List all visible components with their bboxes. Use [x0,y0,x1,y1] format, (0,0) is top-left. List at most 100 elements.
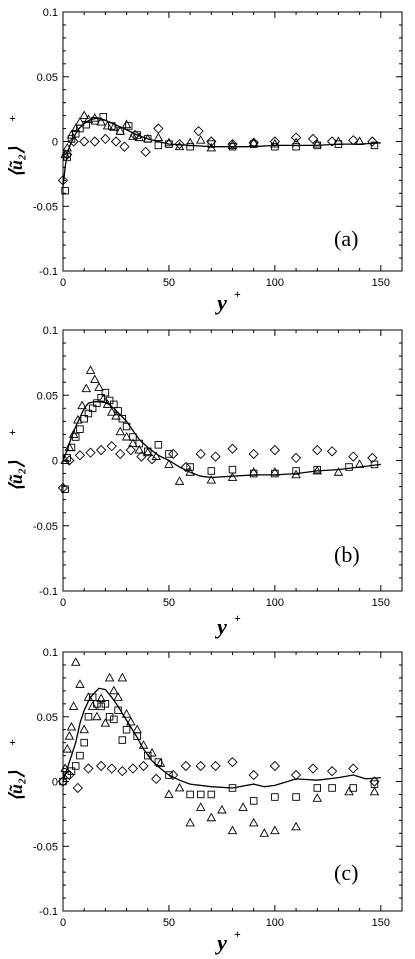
diamond-point-a [326,136,338,147]
triangle-point-b [333,467,344,476]
y-tick-label-a: 0.1 [43,7,58,19]
panel-c: ⟨ũ₂⟩ + y + (c) 0.10.050-0.05-0.10 50 100 15… [6,647,403,955]
square-point-c [84,713,93,721]
square-point-b [110,400,118,409]
triangle-point-c [100,718,111,727]
triangle-point-b [134,444,145,454]
triangle-point-c [92,711,102,721]
diamond-point-a [193,126,204,137]
square-point-c [249,797,258,805]
square-point-a [99,113,108,121]
diamond-point-c [72,782,83,794]
series-line-b [62,401,381,479]
y-axis-label-c: ⟨ũ₂⟩ [6,770,26,801]
square-point-b [84,409,93,418]
triangle-point-b [90,374,100,384]
square-point-c [370,780,379,788]
triangle-point-c [113,692,123,701]
square-point-a [71,129,80,138]
square-point-a [228,142,237,151]
diamond-point-a [57,175,69,186]
square-point-a [207,140,216,148]
x-tick-label-a: 100 [266,277,284,289]
square-point-c [114,706,122,715]
diamond-point-c [180,760,192,772]
square-point-b [63,454,71,462]
diamond-point-c [117,766,128,777]
diamond-point-a [140,146,151,157]
x-axis-label-sup-b: + [234,611,241,625]
y-tick-label-c: -0.05 [33,841,58,853]
triangle-point-b [106,407,117,416]
square-point-c [97,702,105,711]
square-point-c [88,693,97,702]
diamond-point-b [312,444,323,456]
diamond-point-c [151,773,162,785]
square-point-c [328,784,336,792]
panel-b: ⟨ũ₂⟩ + y + (b) 0.10.050-0.05-0.10 50 100 15… [6,325,403,639]
diamond-point-a [290,132,302,143]
square-point-c [110,715,118,724]
triangle-point-c [195,802,206,811]
square-point-b [101,388,110,397]
triangle-point-c [66,721,77,731]
triangle-point-c [138,740,149,749]
square-point-b [118,414,127,423]
triangle-point-c [64,731,75,740]
triangle-point-b [227,472,238,481]
triangle-point-b [206,474,217,484]
square-point-b [249,469,258,478]
x-tick-label-b: 50 [163,597,175,609]
series-line-a [62,117,381,187]
x-tick-label-c: 50 [163,917,175,929]
triangle-point-c [96,693,106,703]
series-line-c [62,687,381,789]
square-point-a [334,140,343,148]
diamond-point-c [127,763,139,774]
square-point-a [292,142,300,151]
diamond-point-a [269,136,281,147]
diamond-point-a [206,136,217,147]
diamond-point-a [153,123,164,134]
diamond-point-a [89,136,100,147]
square-point-c [154,758,163,766]
diamond-point-b [146,454,158,465]
square-point-c [165,771,173,779]
y-axis-label-b: ⟨ũ₂⟩ [6,460,26,491]
diamond-point-b [64,455,75,466]
triangle-point-c [248,817,259,827]
diamond-point-c [210,760,221,772]
square-point-a [143,135,152,143]
square-point-c [133,732,141,740]
square-point-b [76,425,84,433]
square-point-c [271,793,279,801]
triangle-point-c [227,825,238,835]
x-tick-label-b: 0 [60,597,66,609]
diamond-point-b [210,451,221,462]
square-point-a [63,153,71,161]
diamond-point-c [227,756,238,768]
square-point-b [129,433,137,441]
panel-label-b: (b) [334,542,360,567]
square-point-a [76,124,84,133]
square-point-c [196,790,205,799]
triangle-point-b [85,365,96,374]
diamond-point-a [119,141,130,152]
y-tick-label-c: 0.05 [37,712,58,724]
triangle-point-b [185,467,195,476]
panel-label-a: (a) [334,226,358,251]
triangle-point-a [248,137,259,147]
square-point-b [67,443,76,452]
diamond-point-b [125,444,136,456]
triangle-point-a [96,116,106,126]
square-point-a [133,131,141,139]
square-point-b [370,460,379,469]
triangle-point-c [87,701,98,710]
square-point-a [116,127,124,135]
diamond-point-b [348,451,359,462]
square-point-a [154,141,163,150]
triangle-point-b [142,447,153,457]
y-tick-label-a: -0.1 [39,266,58,278]
triangle-point-c [185,817,195,827]
